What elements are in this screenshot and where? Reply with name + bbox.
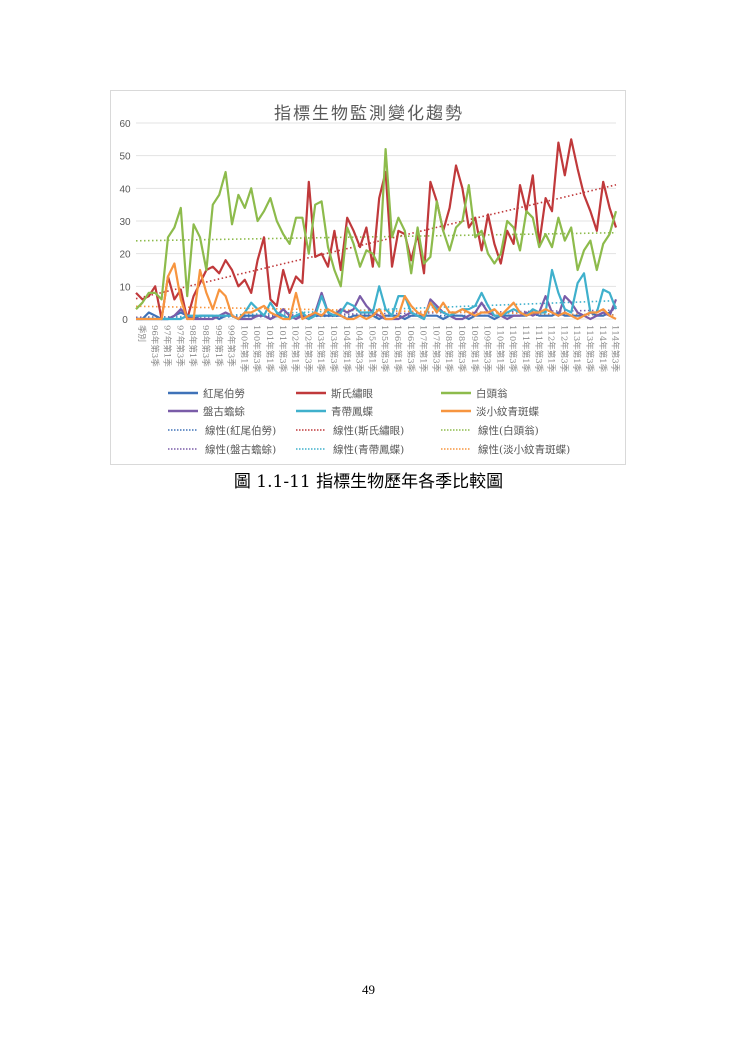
chart-title: 指標生物監測變化趨勢 <box>274 104 464 124</box>
page-number: 49 <box>362 982 375 997</box>
legend-label: 淡小紋青斑蝶 <box>476 405 539 418</box>
x-tick-label: 113年第3季 <box>584 325 595 373</box>
x-tick-label: 105年第1季 <box>366 325 377 373</box>
series-line <box>135 147 618 310</box>
line-chart: 指標生物監測變化趨勢 0 10 20 30 40 50 60 季別 96年第3季 97年第1季 97年… <box>119 104 621 456</box>
x-tick-label: 111年第3季 <box>533 325 544 373</box>
x-tick-label: 106年第1季 <box>392 325 403 373</box>
x-tick-label: 100年第3季 <box>251 325 262 373</box>
series-line <box>136 291 618 321</box>
x-tick-label: 114年第3季 <box>610 325 621 373</box>
x-tick-label: 110年第3季 <box>507 325 518 373</box>
x-tick-label: 97年第1季 <box>162 325 173 367</box>
x-tick-label: 99年第1季 <box>213 325 224 367</box>
legend-label: 線性(淡小紋青斑蝶) <box>478 443 570 456</box>
x-tick-label: 105年第3季 <box>379 325 390 373</box>
x-tick-label: 100年第1季 <box>238 325 249 373</box>
x-tick-label: 104年第1季 <box>341 325 352 373</box>
legend-label: 斯氏繡眼 <box>331 387 373 400</box>
x-tick-label: 112年第3季 <box>558 325 569 373</box>
x-tick-label: 季別 <box>136 325 147 342</box>
x-tick-label: 113年第1季 <box>571 325 582 373</box>
y-tick-label: 10 <box>119 282 131 293</box>
legend-label: 盤古蟾蜍 <box>203 405 245 418</box>
x-tick-label: 114年第1季 <box>597 325 608 373</box>
x-tick-label: 102年第1季 <box>290 325 301 373</box>
figure-caption: 圖 1.1-11 指標生物歷年各季比較圖 <box>233 472 504 492</box>
x-tick-label: 109年第1季 <box>469 325 480 373</box>
y-tick-label: 30 <box>119 217 131 228</box>
legend-label: 線性(斯氏繡眼) <box>333 424 404 437</box>
legend-label: 紅尾伯勞 <box>203 387 245 400</box>
series-line <box>135 138 618 321</box>
y-tick-label: 20 <box>119 250 131 261</box>
legend-label: 線性(白頭翁) <box>478 424 539 437</box>
x-tick-label: 111年第1季 <box>520 325 531 373</box>
x-tick-label: 96年第3季 <box>149 325 160 367</box>
x-tick-label: 101年第1季 <box>264 325 275 373</box>
x-tick-label: 98年第3季 <box>200 325 211 367</box>
legend-label: 線性(青帶鳳蝶) <box>333 443 404 456</box>
x-tick-label: 106年第3季 <box>405 325 416 373</box>
x-tick-label: 103年第1季 <box>315 325 326 373</box>
y-tick-label: 40 <box>119 184 131 195</box>
x-tick-label: 108年第3季 <box>456 325 467 373</box>
y-tick-label: 60 <box>119 119 131 130</box>
x-tick-label: 110年第1季 <box>494 325 505 373</box>
chart-container: 指標生物監測變化趨勢 0 10 20 30 40 50 60 季別 96年第3季 97年第1季 97年… <box>110 90 626 465</box>
x-tick-label: 101年第3季 <box>277 325 288 373</box>
x-tick-label: 99年第3季 <box>226 325 237 367</box>
series-line <box>136 262 617 321</box>
legend-label: 青帶鳳蝶 <box>331 405 373 418</box>
x-tick-label: 107年第3季 <box>430 325 441 373</box>
x-tick-label: 97年第3季 <box>174 325 185 367</box>
x-tick-label: 98年第1季 <box>187 325 198 367</box>
x-tick-label: 109年第3季 <box>482 325 493 373</box>
x-tick-label: 112年第1季 <box>546 325 557 373</box>
legend-label: 線性(盤古蟾蜍) <box>205 443 276 456</box>
legend-label: 白頭翁 <box>476 387 508 400</box>
x-tick-label: 108年第1季 <box>443 325 454 373</box>
series-line <box>136 268 618 321</box>
x-tick-label: 102年第3季 <box>302 325 313 373</box>
x-tick-label: 103年第3季 <box>328 325 339 373</box>
x-tick-label: 107年第1季 <box>418 325 429 373</box>
legend-label: 線性(紅尾伯勞) <box>205 424 276 437</box>
x-tick-label: 104年第3季 <box>354 325 365 373</box>
y-tick-label: 50 <box>119 152 131 163</box>
y-tick-label: 0 <box>122 315 128 326</box>
